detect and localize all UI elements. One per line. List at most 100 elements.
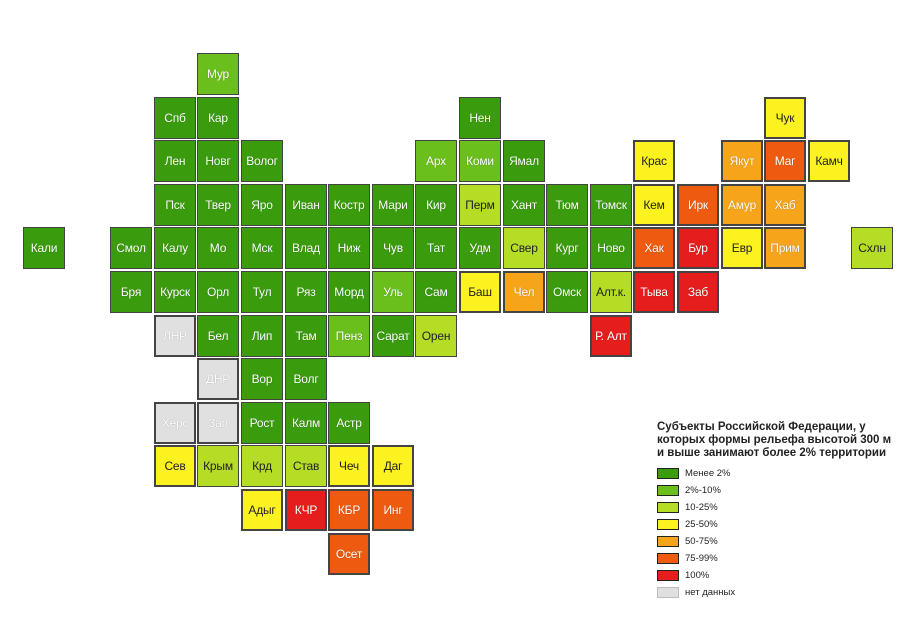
region-tile: Кург xyxy=(546,227,588,269)
region-tile: Маг xyxy=(764,140,806,182)
region-tile: Крым xyxy=(197,445,239,487)
region-tile: Чув xyxy=(372,227,414,269)
legend-item: нет данных xyxy=(657,584,897,601)
region-tile: Хаб xyxy=(764,184,806,226)
legend-item: 75-99% xyxy=(657,550,897,567)
region-tile: Орен xyxy=(415,315,457,357)
region-tile: Заб xyxy=(677,271,719,313)
region-tile: Чук xyxy=(764,97,806,139)
legend-swatch xyxy=(657,570,679,581)
region-tile: Зап xyxy=(197,402,239,444)
region-tile: Херс xyxy=(154,402,196,444)
region-tile: Яро xyxy=(241,184,283,226)
region-tile: Крд xyxy=(241,445,283,487)
region-tile: Мо xyxy=(197,227,239,269)
region-tile: Коми xyxy=(459,140,501,182)
region-tile: Астр xyxy=(328,402,370,444)
region-tile: Лип xyxy=(241,315,283,357)
legend-swatch xyxy=(657,468,679,479)
region-tile: Спб xyxy=(154,97,196,139)
region-tile: Арх xyxy=(415,140,457,182)
region-tile: Волог xyxy=(241,140,283,182)
region-tile: Ряз xyxy=(285,271,327,313)
region-tile: Лен xyxy=(154,140,196,182)
region-tile: Новг xyxy=(197,140,239,182)
region-tile: Мур xyxy=(197,53,239,95)
region-tile: Даг xyxy=(372,445,414,487)
region-tile: Прим xyxy=(764,227,806,269)
legend-swatch xyxy=(657,519,679,530)
region-tile: Мари xyxy=(372,184,414,226)
region-tile: Якут xyxy=(721,140,763,182)
region-tile: Ямал xyxy=(503,140,545,182)
region-tile: Уль xyxy=(372,271,414,313)
legend-item: 2%-10% xyxy=(657,482,897,499)
region-tile: Томск xyxy=(590,184,632,226)
region-tile: Твер xyxy=(197,184,239,226)
legend-swatch xyxy=(657,485,679,496)
region-tile: Баш xyxy=(459,271,501,313)
legend-label: 2%-10% xyxy=(685,485,721,496)
region-tile: Хант xyxy=(503,184,545,226)
region-tile: Хак xyxy=(633,227,675,269)
region-tile: Став xyxy=(285,445,327,487)
region-tile: Амур xyxy=(721,184,763,226)
region-tile: Курск xyxy=(154,271,196,313)
region-tile: Бел xyxy=(197,315,239,357)
legend-label: 25-50% xyxy=(685,519,718,530)
region-tile: Костр xyxy=(328,184,370,226)
legend-rows: Менее 2% 2%-10% 10-25% 25-50% 50-75% 75-99% 10… xyxy=(657,465,897,601)
legend-swatch xyxy=(657,553,679,564)
region-tile: Кир xyxy=(415,184,457,226)
region-tile: Влад xyxy=(285,227,327,269)
region-tile: Вор xyxy=(241,358,283,400)
legend-title: Субъекты Российской Федерации, у которых… xyxy=(657,421,892,459)
region-tile: Осет xyxy=(328,533,370,575)
region-tile: Ново xyxy=(590,227,632,269)
region-tile: Крас xyxy=(633,140,675,182)
region-tile: ДНР xyxy=(197,358,239,400)
region-tile: Чеч xyxy=(328,445,370,487)
legend-label: 100% xyxy=(685,570,710,581)
region-tile: Адыг xyxy=(241,489,283,531)
region-tile: Свер xyxy=(503,227,545,269)
legend-label: нет данных xyxy=(685,587,736,598)
region-tile: Ниж xyxy=(328,227,370,269)
region-tile: КБР xyxy=(328,489,370,531)
region-tile: Сам xyxy=(415,271,457,313)
legend-label: 50-75% xyxy=(685,536,718,547)
region-tile: Тюм xyxy=(546,184,588,226)
region-tile: Кар xyxy=(197,97,239,139)
region-tile: Смол xyxy=(110,227,152,269)
region-tile: Ирк xyxy=(677,184,719,226)
region-tile: Иван xyxy=(285,184,327,226)
region-tile: Пск xyxy=(154,184,196,226)
legend-item: 10-25% xyxy=(657,499,897,516)
legend-swatch xyxy=(657,502,679,513)
region-tile: Калм xyxy=(285,402,327,444)
legend-item: 100% xyxy=(657,567,897,584)
region-tile: Там xyxy=(285,315,327,357)
region-tile: Перм xyxy=(459,184,501,226)
region-tile: Бур xyxy=(677,227,719,269)
region-tile: Калу xyxy=(154,227,196,269)
region-tile: Чел xyxy=(503,271,545,313)
region-tile: Инг xyxy=(372,489,414,531)
region-tile: ЛНР xyxy=(154,315,196,357)
region-tile: Схлн xyxy=(851,227,893,269)
legend-swatch xyxy=(657,587,679,598)
region-tile: Камч xyxy=(808,140,850,182)
region-tile: Р. Алт xyxy=(590,315,632,357)
region-tile: Орл xyxy=(197,271,239,313)
region-tile: Нен xyxy=(459,97,501,139)
region-tile: Кали xyxy=(23,227,65,269)
legend: Субъекты Российской Федерации, у которых… xyxy=(657,421,897,601)
legend-item: 50-75% xyxy=(657,533,897,550)
region-tile: Сев xyxy=(154,445,196,487)
region-tile: Мск xyxy=(241,227,283,269)
region-tile: Алт.к. xyxy=(590,271,632,313)
region-tile: Тул xyxy=(241,271,283,313)
legend-label: Менее 2% xyxy=(685,468,731,479)
legend-label: 75-99% xyxy=(685,553,718,564)
